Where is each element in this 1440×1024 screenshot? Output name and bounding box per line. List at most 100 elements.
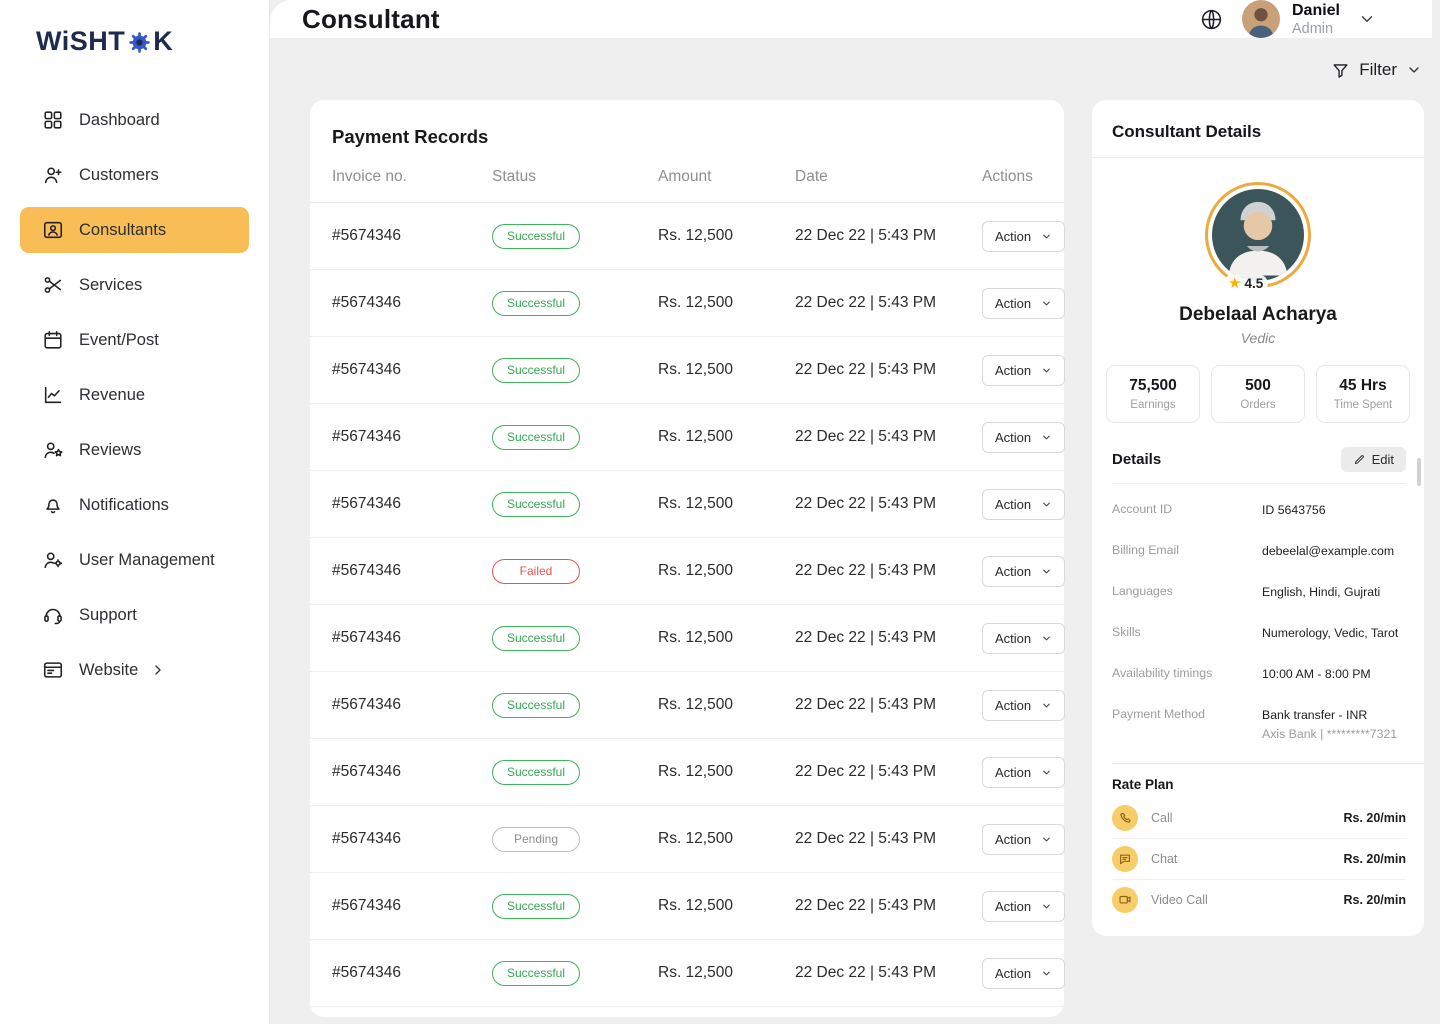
chevron-down-icon xyxy=(1041,834,1052,845)
chevron-down-icon xyxy=(1041,499,1052,510)
action-label: Action xyxy=(995,697,1032,713)
sidebar-item-event-post[interactable]: Event/Post xyxy=(20,317,249,363)
invoice-cell: #5674346 xyxy=(310,202,484,270)
field-value-main: Bank transfer - INR xyxy=(1262,708,1368,723)
call-icon xyxy=(1112,805,1138,832)
sidebar-item-user-management[interactable]: User Management xyxy=(20,537,249,583)
brand-logo: WiSHT K xyxy=(0,0,269,57)
status-cell: Successful xyxy=(484,872,650,940)
action-dropdown[interactable]: Action xyxy=(982,555,1066,587)
stat-box-earnings: 75,500 Earnings xyxy=(1106,365,1200,423)
field-value: Numerology, Vedic, Tarot xyxy=(1262,624,1398,643)
services-icon xyxy=(42,274,64,296)
status-cell: Pending xyxy=(484,805,650,873)
status-badge: Successful xyxy=(492,491,580,517)
date-cell: 22 Dec 22 | 5:43 PM xyxy=(787,805,974,873)
consultant-details-title: Consultant Details xyxy=(1112,122,1262,141)
sidebar-item-label: Customers xyxy=(79,165,159,184)
status-cell: Successful xyxy=(484,604,650,672)
globe-icon[interactable] xyxy=(1199,7,1224,32)
action-label: Action xyxy=(995,898,1032,914)
action-dropdown[interactable]: Action xyxy=(982,890,1066,922)
stat-value: 45 Hrs xyxy=(1339,377,1387,394)
action-dropdown[interactable]: Action xyxy=(982,622,1066,654)
amount-cell: Rs. 12,500 xyxy=(650,872,787,940)
field-value-secondary: Axis Bank | *********7321 xyxy=(1262,727,1398,742)
rate-plan-row-call: Call Rs. 20/min xyxy=(1112,798,1406,840)
action-label: Action xyxy=(995,563,1032,579)
sidebar-item-label: Reviews xyxy=(79,440,142,459)
field-value: 10:00 AM - 8:00 PM xyxy=(1262,665,1371,684)
table-row: #5674346 Successful Rs. 12,500 22 Dec 22… xyxy=(310,269,1066,337)
invoice-cell: #5674346 xyxy=(310,872,484,940)
stat-box-orders: 500 Orders xyxy=(1211,365,1305,423)
detail-field-account-id: Account ID ID 5643756 xyxy=(1112,490,1406,531)
sidebar-item-notifications[interactable]: Notifications xyxy=(20,482,249,528)
sidebar: WiSHT K Dashboard xyxy=(0,0,270,1024)
action-dropdown[interactable]: Action xyxy=(982,756,1066,788)
rate-plan-list: Call Rs. 20/min Chat Rs. 20/min xyxy=(1112,798,1406,920)
scrollbar-thumb[interactable] xyxy=(1417,458,1421,486)
sidebar-menu: Dashboard Customers Consultants Services xyxy=(0,97,269,693)
sidebar-item-revenue[interactable]: Revenue xyxy=(20,372,249,418)
action-dropdown[interactable]: Action xyxy=(982,354,1066,386)
user-name: Daniel xyxy=(1291,1,1340,19)
action-dropdown[interactable]: Action xyxy=(982,220,1066,252)
table-row: #5674346 Successful Rs. 12,500 22 Dec 22… xyxy=(310,336,1066,404)
field-value-main: English, Hindi, Gujrati xyxy=(1262,585,1381,600)
actions-cell: Action xyxy=(974,872,1066,940)
sidebar-item-customers[interactable]: Customers xyxy=(20,152,249,198)
action-dropdown[interactable]: Action xyxy=(982,421,1066,453)
edit-button[interactable]: Edit xyxy=(1340,447,1406,472)
action-dropdown[interactable]: Action xyxy=(982,488,1066,520)
sidebar-item-consultants[interactable]: Consultants xyxy=(20,207,249,253)
avatar xyxy=(1241,0,1280,38)
stat-label: Earnings xyxy=(1130,399,1176,411)
sidebar-item-website[interactable]: Website xyxy=(20,647,249,693)
sidebar-item-reviews[interactable]: Reviews xyxy=(20,427,249,473)
amount-cell: Rs. 12,500 xyxy=(650,336,787,404)
pencil-icon xyxy=(1353,453,1366,466)
action-dropdown[interactable]: Action xyxy=(982,287,1066,319)
video-call-icon xyxy=(1112,887,1138,914)
action-dropdown[interactable]: Action xyxy=(982,957,1066,989)
chevron-down-icon[interactable] xyxy=(1358,10,1376,28)
date-cell: 22 Dec 22 | 5:43 PM xyxy=(787,939,974,1007)
rate-value: Rs. 20/min xyxy=(1343,852,1406,867)
sidebar-item-dashboard[interactable]: Dashboard xyxy=(20,97,249,143)
amount-cell: Rs. 12,500 xyxy=(650,269,787,337)
rate-value: Rs. 20/min xyxy=(1343,893,1406,908)
sidebar-item-services[interactable]: Services xyxy=(20,262,249,308)
date-cell: 22 Dec 22 | 5:43 PM xyxy=(787,403,974,471)
chevron-down-icon xyxy=(1041,566,1052,577)
column-header: Amount xyxy=(650,168,787,203)
filter-button[interactable]: Filter xyxy=(1331,60,1422,80)
notifications-icon xyxy=(42,494,64,516)
rate-label: Video Call xyxy=(1151,893,1208,908)
sidebar-item-label: User Management xyxy=(79,550,215,569)
action-dropdown[interactable]: Action xyxy=(982,823,1066,855)
topbar: Consultant Daniel Admin xyxy=(270,0,1432,38)
sidebar-item-label: Event/Post xyxy=(79,330,159,349)
divider xyxy=(1112,763,1424,765)
action-label: Action xyxy=(995,295,1032,311)
column-header: Date xyxy=(787,168,974,203)
invoice-cell: #5674346 xyxy=(310,805,484,873)
funnel-icon xyxy=(1331,61,1350,80)
table-row: #5674346 Successful Rs. 12,500 22 Dec 22… xyxy=(310,671,1066,739)
stat-label: Orders xyxy=(1240,399,1276,411)
date-cell: 22 Dec 22 | 5:43 PM xyxy=(787,336,974,404)
status-cell: Successful xyxy=(484,202,650,270)
chevron-down-icon xyxy=(1041,432,1052,443)
sidebar-item-support[interactable]: Support xyxy=(20,592,249,638)
detail-field-languages: Languages English, Hindi, Gujrati xyxy=(1112,572,1406,613)
user-menu[interactable]: Daniel Admin xyxy=(1241,0,1376,38)
action-label: Action xyxy=(995,764,1032,780)
table-row: #5674346 Pending Rs. 12,500 22 Dec 22 | … xyxy=(310,805,1066,873)
filter-label: Filter xyxy=(1359,60,1397,79)
actions-cell: Action xyxy=(974,336,1066,404)
action-dropdown[interactable]: Action xyxy=(982,689,1066,721)
field-label: Billing Email xyxy=(1112,543,1179,558)
chevron-down-icon xyxy=(1041,365,1052,376)
user-text: Daniel Admin xyxy=(1292,2,1340,37)
